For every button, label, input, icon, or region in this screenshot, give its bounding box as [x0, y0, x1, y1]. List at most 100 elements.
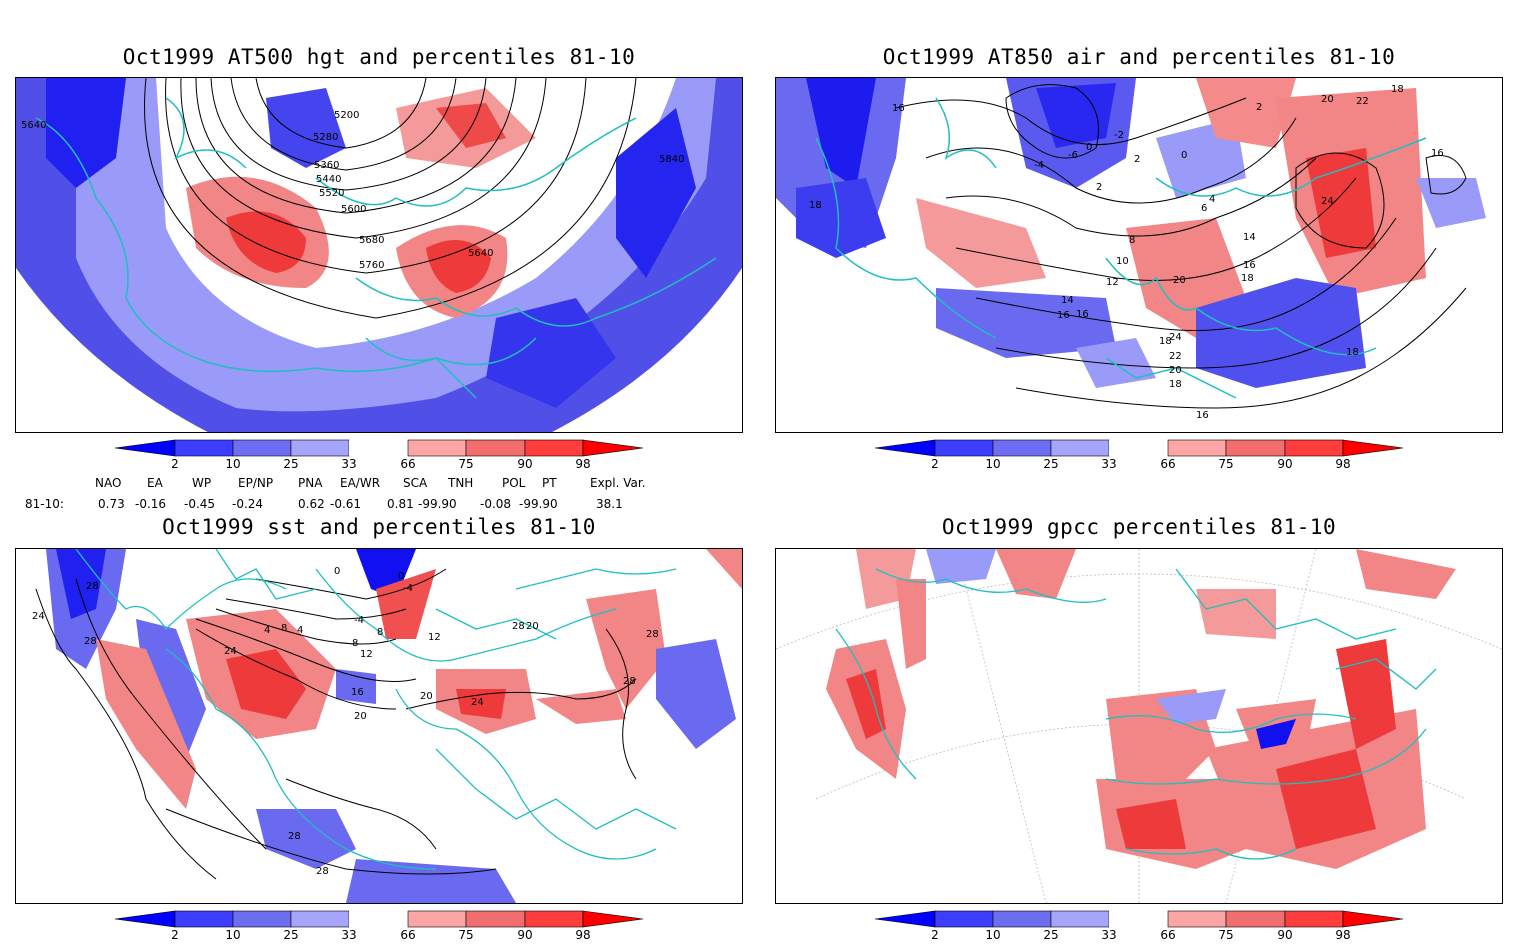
contour-label: 14 [1243, 232, 1256, 243]
index-header: TNH [448, 476, 474, 490]
contour-label: 24 [224, 646, 237, 657]
colorbar-box [1284, 439, 1344, 457]
panel-3-map: 28 24 28 0 0 -4 4 8 -4 8 4 8 12 12 24 16… [15, 548, 743, 904]
colorbar-box [349, 911, 408, 927]
contour-label: 18 [1391, 84, 1404, 95]
index-header: PNA [298, 476, 323, 490]
contour-label: 18 [1169, 379, 1182, 390]
contour-label: 0 [1181, 150, 1187, 161]
contour-label: 16 [1076, 309, 1089, 320]
contour-label: 12 [1106, 277, 1119, 288]
colorbar-box [934, 439, 994, 457]
colorbar-panel-4: 2 10 25 33 66 75 90 98 [874, 910, 1404, 947]
colorbar-box [174, 439, 234, 457]
contour-label: 20 [1321, 94, 1334, 105]
colorbar-tick-label: 2 [931, 928, 939, 942]
colorbar-box [114, 910, 176, 928]
colorbar-box [524, 910, 584, 928]
contour-label: 24 [32, 611, 45, 622]
contour-label: -2 [1114, 130, 1124, 141]
contour-label: 8 [1129, 235, 1135, 246]
contour-label: 5640 [21, 120, 46, 131]
colorbar-boxes [114, 439, 644, 457]
panel-4-map [775, 548, 1503, 904]
colorbar-tick-label: 33 [341, 928, 357, 942]
contour-label: 16 [1196, 410, 1209, 421]
colorbar-box [874, 910, 936, 928]
contour-label: 20 [420, 691, 433, 702]
colorbar-tick-label: 90 [1277, 928, 1293, 942]
contour-label: 2 [1134, 154, 1140, 165]
colorbar-box [232, 910, 292, 928]
colorbar-tick-label: 75 [1218, 457, 1234, 471]
index-value: -0.61 [330, 497, 362, 511]
gpcc-map [776, 549, 1502, 903]
contour-label: 18 [809, 200, 822, 211]
colorbar-box [114, 439, 176, 457]
colorbar-box [349, 440, 408, 456]
colorbar-box [465, 439, 526, 457]
panel-1-title: Oct1999 AT500 hgt and percentiles 81-10 [122, 45, 636, 69]
index-value: -99.90 [519, 497, 558, 511]
index-header: EA/WR [340, 476, 381, 490]
contour-label: 8 [281, 623, 287, 634]
colorbar-box [524, 439, 584, 457]
contour-label: 28 [84, 636, 97, 647]
hgt500-map: 5200 5280 5360 5440 5520 5600 5680 5760 … [16, 78, 742, 432]
index-value: -99.90 [418, 497, 457, 511]
colorbar-tick-label: 10 [225, 928, 241, 942]
contour-label: 20 [1173, 275, 1186, 286]
colorbar-tick-label: 90 [517, 457, 533, 471]
contour-label: 2 [1096, 182, 1102, 193]
contour-label: 5680 [359, 235, 384, 246]
colorbar-tick-label: 66 [400, 928, 416, 942]
colorbar-box [407, 910, 467, 928]
colorbar-tick-label: 2 [171, 928, 179, 942]
index-value: -0.16 [135, 497, 167, 511]
contour-label: 4 [1209, 194, 1215, 205]
contour-label: 18 [1159, 336, 1172, 347]
colorbar-tick-label: 25 [283, 457, 299, 471]
index-header: Expl. Var. [590, 476, 646, 490]
colorbar-box [1225, 439, 1286, 457]
colorbar-box [290, 439, 350, 457]
colorbar-box [1342, 910, 1404, 928]
colorbar-tick-label: 98 [1335, 457, 1351, 471]
colorbar-tick-label: 90 [1277, 457, 1293, 471]
contour-label: 0 [1086, 142, 1092, 153]
colorbar-tick-label: 98 [1335, 928, 1351, 942]
sst-map: 28 24 28 0 0 -4 4 8 -4 8 4 8 12 12 24 16… [32, 549, 742, 903]
contour-label: 0 [334, 566, 340, 577]
colorbar-box [582, 910, 644, 928]
contour-label: 28 [646, 629, 659, 640]
colorbar-tick-label: 98 [575, 457, 591, 471]
contour-label: 24 [1321, 196, 1334, 207]
colorbar-box [232, 439, 292, 457]
contour-label: 20 [1169, 365, 1182, 376]
colorbar-box [934, 910, 994, 928]
contour-label: 24 [1169, 332, 1182, 343]
contour-label: 18 [1346, 347, 1359, 358]
contour-label: 5520 [319, 188, 344, 199]
contour-label: 22 [1356, 96, 1369, 107]
colorbar-tick-label: 75 [458, 928, 474, 942]
colorbar-box [465, 910, 526, 928]
contour-label: 12 [428, 632, 441, 643]
contour-label: 20 [526, 621, 539, 632]
contour-label: -4 [354, 615, 364, 626]
colorbar-tick-label: 90 [517, 928, 533, 942]
index-value: 0.62 [298, 497, 325, 511]
colorbar-box [1225, 910, 1286, 928]
contour-label: 5200 [334, 110, 359, 121]
colorbar-boxes [874, 439, 1404, 457]
index-value: -0.45 [184, 497, 216, 511]
colorbar-box [992, 910, 1052, 928]
colorbar-box [1342, 439, 1404, 457]
contour-label: 28 [512, 621, 525, 632]
contour-label: 10 [1116, 256, 1129, 267]
colorbar-box [1050, 439, 1110, 457]
colorbar-box [1167, 910, 1227, 928]
contour-label: 8 [352, 638, 358, 649]
colorbar-tick-label: 33 [1101, 457, 1117, 471]
colorbar-box [1167, 439, 1227, 457]
